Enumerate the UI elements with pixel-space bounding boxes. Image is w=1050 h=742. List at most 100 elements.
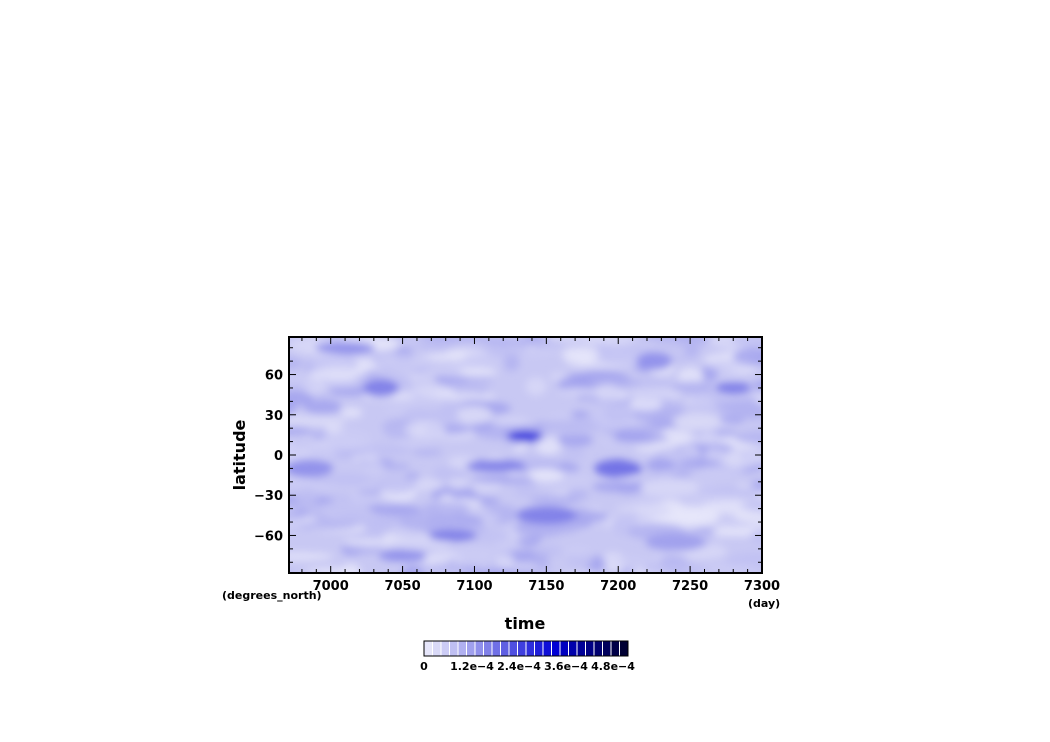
contour-blob [592,481,644,493]
colorbar: 0 1.2e−4 2.4e−4 3.6e−4 4.8e−4 [420,640,635,673]
contour-blob [418,337,485,343]
contour-blob [602,403,636,422]
contour-blob [697,486,762,495]
x-tick-label: 7250 [672,579,708,594]
contour-blob [447,478,469,489]
colorbar-cell [543,641,552,656]
contour-blob [375,354,432,369]
colorbar-cell [611,641,620,656]
contour-blob [294,487,320,505]
y-tick-label: −60 [254,529,283,544]
colorbar-labels: 0 1.2e−4 2.4e−4 3.6e−4 4.8e−4 [420,660,635,673]
contour-blob [476,337,537,346]
plot-area: 7000 7050 7100 7150 7200 7250 7300 −60 −30 0 30 60 [254,330,780,594]
colorbar-cell [441,641,450,656]
contour-blob [564,546,591,557]
contour-blob [677,367,703,385]
contour-blob [422,564,482,572]
contour-blob [495,539,517,553]
contour-blob [503,353,520,372]
contour-feature [315,341,376,354]
contour-feature [466,459,527,472]
contour-blob [541,419,604,436]
contour-blob [420,352,473,362]
contour-blob [362,515,391,535]
contour-blob [763,330,780,339]
contour-blob [581,337,635,347]
contour-blob [614,505,664,512]
contour-feature [289,459,334,478]
contour-blob [289,426,314,435]
contour-blob [636,374,671,391]
contour-blob [382,405,406,413]
contour-blob [400,565,425,573]
contour-blob [561,347,600,362]
contour-blob [735,430,762,440]
contour-blob [616,428,653,439]
contour-blob [428,552,452,565]
colorbar-cell [509,641,518,656]
x-axis-unit: (day) [748,597,780,610]
contour-blob [289,356,303,370]
contour-blob [640,478,700,497]
contour-texture [289,330,780,573]
contour-blob [303,399,342,415]
colorbar-cell [517,641,527,656]
colorbar-cell [500,641,510,656]
contour-blob [557,388,619,396]
x-tick-label: 7300 [744,579,780,594]
contour-blob [660,399,684,406]
contour-blob [675,337,711,345]
y-tick-label: −30 [254,489,283,504]
contour-blob [628,496,664,505]
contour-blob [455,375,494,383]
contour-blob [752,380,762,391]
x-tick-label: 7200 [600,579,636,594]
colorbar-cell [577,641,586,656]
contour-blob [687,435,724,442]
contour-feature [673,412,722,431]
contour-blob [533,567,554,573]
contour-blob [608,557,650,565]
contour-blob [468,423,494,431]
contour-blob [408,341,461,350]
contour-feature [715,381,752,394]
contour-blob [687,469,733,476]
contour-blob [670,381,715,395]
colorbar-label: 3.6e−4 [544,660,588,673]
contour-blob [328,386,372,397]
contour-blob [447,383,495,392]
contour-blob [404,420,447,438]
contour-blob [706,564,760,573]
contour-blob [289,444,336,462]
contour-blob [289,552,334,561]
contour-blob [363,459,385,475]
colorbar-cell [483,641,493,656]
contour-feature [528,469,565,482]
contour-blob [643,562,705,573]
contour-blob [338,513,365,521]
contour-blob [372,504,422,516]
contour-blob [289,390,314,407]
contour-blob [525,377,547,396]
contour-blob [644,458,679,472]
y-axis-unit: (degrees_north) [222,589,322,602]
colorbar-cell [619,641,629,656]
contour-feature [363,378,400,397]
contour-blob [557,376,594,392]
contour-field [289,330,780,573]
colorbar-cells [423,641,629,656]
colorbar-cell [551,641,561,656]
colorbar-frame [423,640,629,657]
contour-blob [304,567,359,573]
contour-blob [340,407,363,418]
contour-blob [495,553,515,569]
contour-blob [725,450,742,468]
colorbar-cell [585,641,595,656]
contour-blob [629,388,683,401]
colorbar-cell [475,641,484,656]
contour-blob [740,500,762,512]
x-tick-label: 7000 [313,579,349,594]
x-tick-label: 7100 [456,579,492,594]
